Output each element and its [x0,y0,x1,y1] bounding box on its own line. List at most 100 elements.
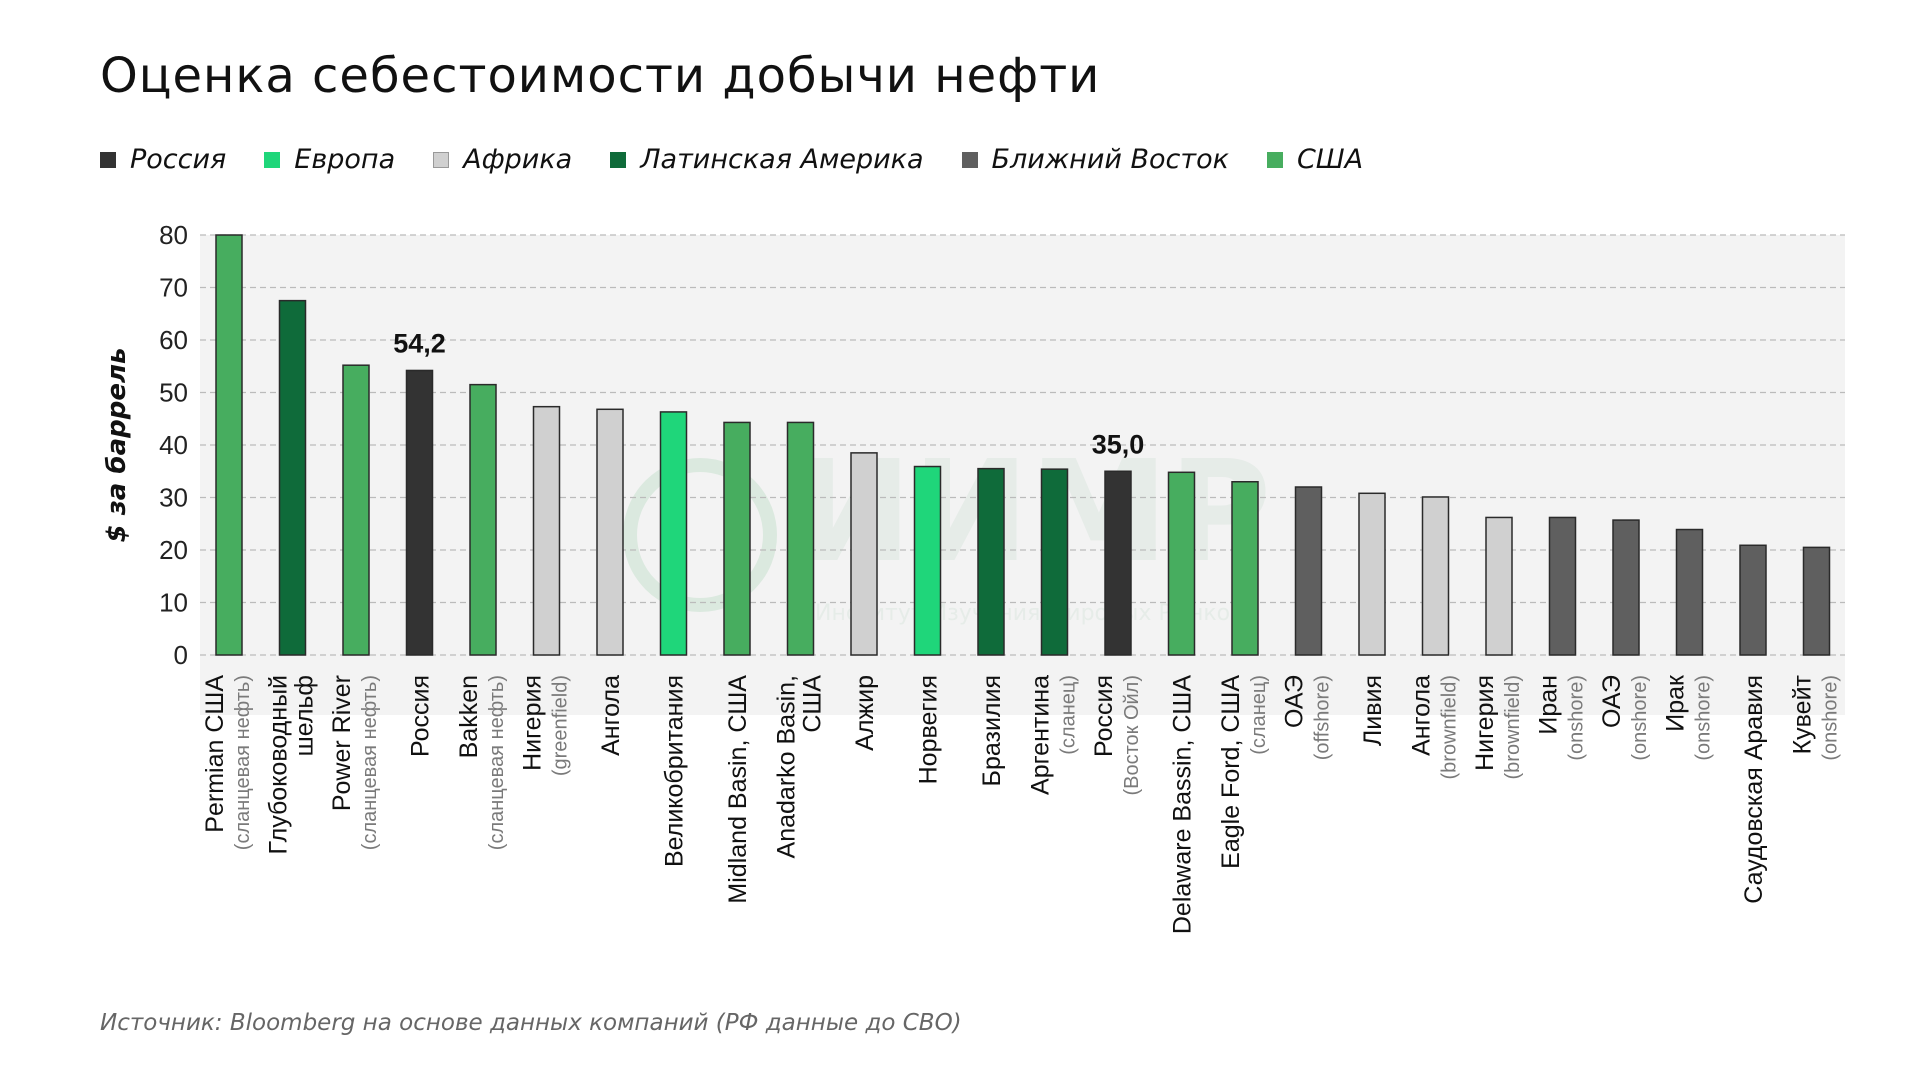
bar [342,364,370,656]
x-tick-label: Кувейт (onshore) [1789,674,1842,760]
x-tick-label: Delaware Bassin, США [1169,675,1197,934]
y-tick-label: 70 [159,273,188,303]
x-tick-label-main: Delaware Bassin, США [1169,675,1197,934]
x-tick-label: Норвегия [915,675,943,784]
x-tick-label-main: Нигерия [519,675,547,771]
x-tick-label-sub: (сланцевая нефть) [359,675,381,850]
legend-label: Латинская Америка [640,144,924,175]
x-tick-label-sub: (сланец) [1058,675,1080,755]
x-tick-label-main: Алжир [851,675,879,751]
bar [1040,468,1069,656]
x-tick-label: Power River (сланцевая нефть) [328,675,381,850]
legend-item: Латинская Америка [610,144,924,175]
y-tick-label: 50 [159,378,188,408]
x-tick-label-main: Anadarko Basin, [773,675,801,858]
x-tick-label: ОАЭ (onshore) [1598,675,1651,761]
bar [1548,516,1577,656]
x-tick-label-main: Bakken [455,675,483,758]
bar [1358,492,1386,656]
y-tick-label: 60 [159,325,188,355]
bar [786,421,815,656]
x-tick-label-main: Иран [1535,675,1563,735]
bar [977,467,1005,656]
x-tick-label-main: Ангола [597,675,625,756]
source-note: Источник: Bloomberg на основе данных ком… [100,1010,962,1036]
data-label: 54,2 [393,328,446,358]
legend-swatch [961,151,978,168]
y-tick-label: 0 [174,640,188,670]
bar [532,405,561,656]
legend-swatch [100,151,116,168]
legend-item: Африка [433,144,572,175]
x-tick-label-main: ОАЭ [1281,675,1309,728]
x-tick-label-sub: (Восток Ойл) [1121,675,1143,796]
x-tick-label-sub: (greenfield) [550,675,572,776]
x-tick-label: Eagle Ford, США (сланец) [1217,675,1270,869]
x-tick-label: Ливия [1359,675,1387,746]
x-tick-label: ОАЭ (offshore) [1281,675,1334,760]
legend-label: Африка [463,144,573,175]
x-tick-label: Permian США (сланцевая нефть) [201,675,254,851]
y-tick-label: 80 [159,220,188,250]
legend-label: Европа [294,144,396,175]
bar [1294,486,1323,656]
legend-item: Ближний Восток [961,144,1229,175]
bar [1612,519,1640,656]
x-tick-label-sub: (onshore) [1629,675,1651,761]
bar [1167,471,1196,656]
x-tick-label-sub: (onshore) [1566,675,1588,761]
x-tick-label-main: Великобритания [661,675,689,867]
x-tick-label-main: Ирак [1662,674,1690,732]
x-tick-label-sub: (offshore) [1312,675,1334,760]
x-tick-label: Саудовская Аравия [1740,675,1768,904]
legend-swatch [433,151,450,168]
x-tick-label-main: Permian США [201,675,229,833]
watermark-globe-icon [623,458,777,612]
x-tick-label-main: Ангола [1408,675,1436,756]
y-tick-label: 40 [159,430,188,460]
bar [215,234,243,656]
x-tick-label-main: Глубоководный [265,675,293,855]
bar [1231,481,1259,656]
y-tick-label: 30 [159,483,188,513]
x-tick-label: Россия (Восток Ойл) [1090,675,1143,796]
bar [850,452,878,656]
x-tick-label: Россия [407,675,435,757]
bar [1104,470,1132,656]
bar [1802,546,1831,656]
x-tick-label: Bakken (сланцевая нефть) [455,675,508,850]
x-tick-label-sub: (сланцевая нефть) [486,675,508,850]
x-tick-label: Ирак (onshore) [1662,674,1715,761]
x-tick-label-main: Нигерия [1471,675,1499,771]
x-tick-label-main: Power River [328,675,356,811]
y-axis-label: $ за баррель [102,348,132,543]
x-tick-label: Иран (onshore) [1535,675,1588,761]
bar [1675,528,1704,656]
x-tick-label-main: Ливия [1359,675,1387,746]
x-tick-label-main: Midland Basin, США [724,675,752,904]
x-tick-label: Нигерия (greenfield) [519,675,572,776]
legend-swatch [610,151,627,168]
x-tick-label-main: Бразилия [978,675,1006,786]
legend-item: Европа [264,144,395,175]
bar [659,411,688,656]
x-tick-label-main: Россия [407,675,435,757]
bar [1739,544,1767,656]
x-tick-label-main: ОАЭ [1598,675,1626,728]
x-tick-label: Алжир [851,675,879,751]
x-tick-label: Anadarko Basin,США [773,675,827,859]
x-tick-label: Великобритания [661,675,689,867]
x-tick-label-sub: (onshore) [1693,675,1715,761]
bar [1485,516,1513,656]
x-tick-label-sub: (сланцевая нефть) [232,675,254,850]
x-tick-label: Midland Basin, США [724,675,752,904]
legend-swatch [264,151,281,168]
x-tick-label-main-line2: шельф [291,675,319,756]
legend-item: США [1266,144,1364,175]
legend-label: США [1296,144,1364,175]
x-tick-label-main: Кувейт [1789,674,1817,754]
x-tick-label-main-line2: США [799,675,827,733]
x-tick-label-main: Россия [1090,675,1118,757]
